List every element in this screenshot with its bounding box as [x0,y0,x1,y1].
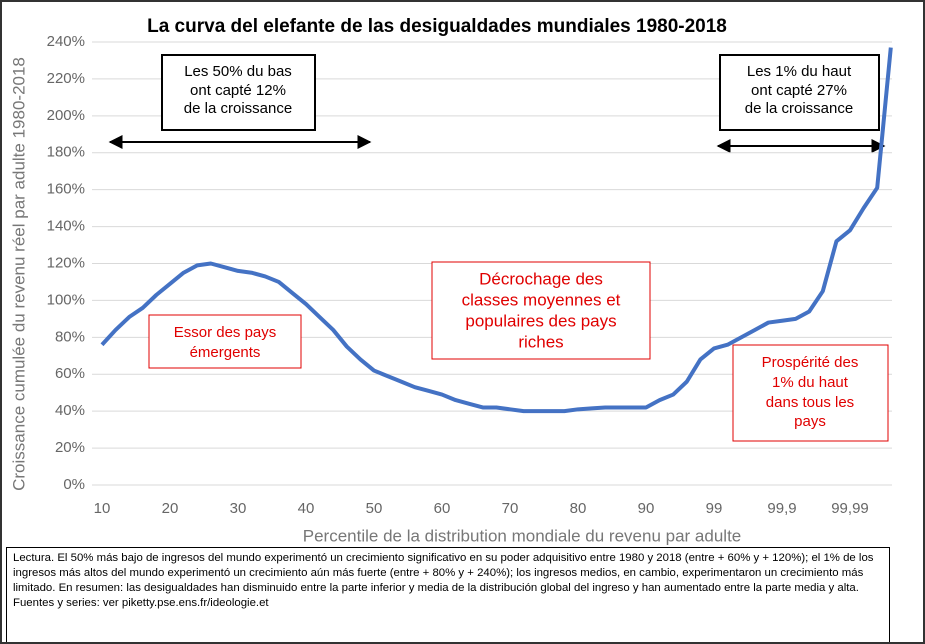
x-tick-label: 60 [434,500,451,517]
y-tick-label: 220% [47,70,85,87]
y-tick-label: 180% [47,144,85,161]
annotation-text: de la croissance [184,100,292,117]
annotation-box [148,314,302,369]
line [100,47,893,414]
y-tick-label: 140% [47,218,85,235]
annotation-text: Les 50% du bas [184,63,292,80]
x-tick-label: 30 [230,500,247,517]
y-tick-label: 0% [63,476,85,493]
x-tick-label: 99,99 [831,500,869,517]
annotation-box [719,54,880,131]
y-tick-label: 240% [47,33,85,50]
annotation-text: Prospérité des [762,354,859,371]
y-tick-label: 100% [47,291,85,308]
y-tick-label: 20% [55,439,85,456]
annotation-text: populaires des pays [465,311,616,330]
x-tick-label: 10 [94,500,111,517]
annotation-text: riches [518,332,563,351]
x-tick-label: 90 [638,500,655,517]
x-tick-label: 80 [570,500,587,517]
x-tick-label: 20 [162,500,179,517]
x-tick-label: 99,9 [767,500,796,517]
annotation-text: ont capté 27% [751,82,847,99]
annotation-box [431,261,651,360]
annotation-text: de la croissance [745,100,853,117]
annotation-box [732,344,889,442]
annotation-text: Décrochage des [479,269,603,288]
y-tick-label: 160% [47,181,85,198]
annotation-text: Les 1% du haut [747,63,852,80]
chart: La curva del elefante de las desigualdad… [9,16,893,545]
y-tick-label: 200% [47,107,85,124]
footnote: Lectura. El 50% más bajo de ingresos del… [6,547,890,642]
annotation-text: Essor des pays [174,324,277,341]
annotation-box [161,54,316,131]
x-axis-label: Percentile de la distribution mondiale d… [303,526,742,545]
x-tick-label: 40 [298,500,315,517]
annotation-text: ont capté 12% [190,82,286,99]
annotation-text: pays [794,413,826,430]
y-tick-label: 120% [47,254,85,271]
y-tick-label: 40% [55,402,85,419]
x-tick-label: 50 [366,500,383,517]
annotation-text: 1% du haut [772,374,849,391]
annotation-text: classes moyennes et [462,290,621,309]
y-axis-label: Croissance cumulée du revenu réel par ad… [9,57,28,491]
annotation-text: émergents [190,344,261,361]
x-tick-label: 70 [502,500,519,517]
y-tick-label: 80% [55,328,85,345]
y-tick-label: 60% [55,365,85,382]
annotation-text: dans tous les [766,394,854,411]
x-tick-label: 99 [706,500,723,517]
chart-title: La curva del elefante de las desigualdad… [147,16,727,37]
